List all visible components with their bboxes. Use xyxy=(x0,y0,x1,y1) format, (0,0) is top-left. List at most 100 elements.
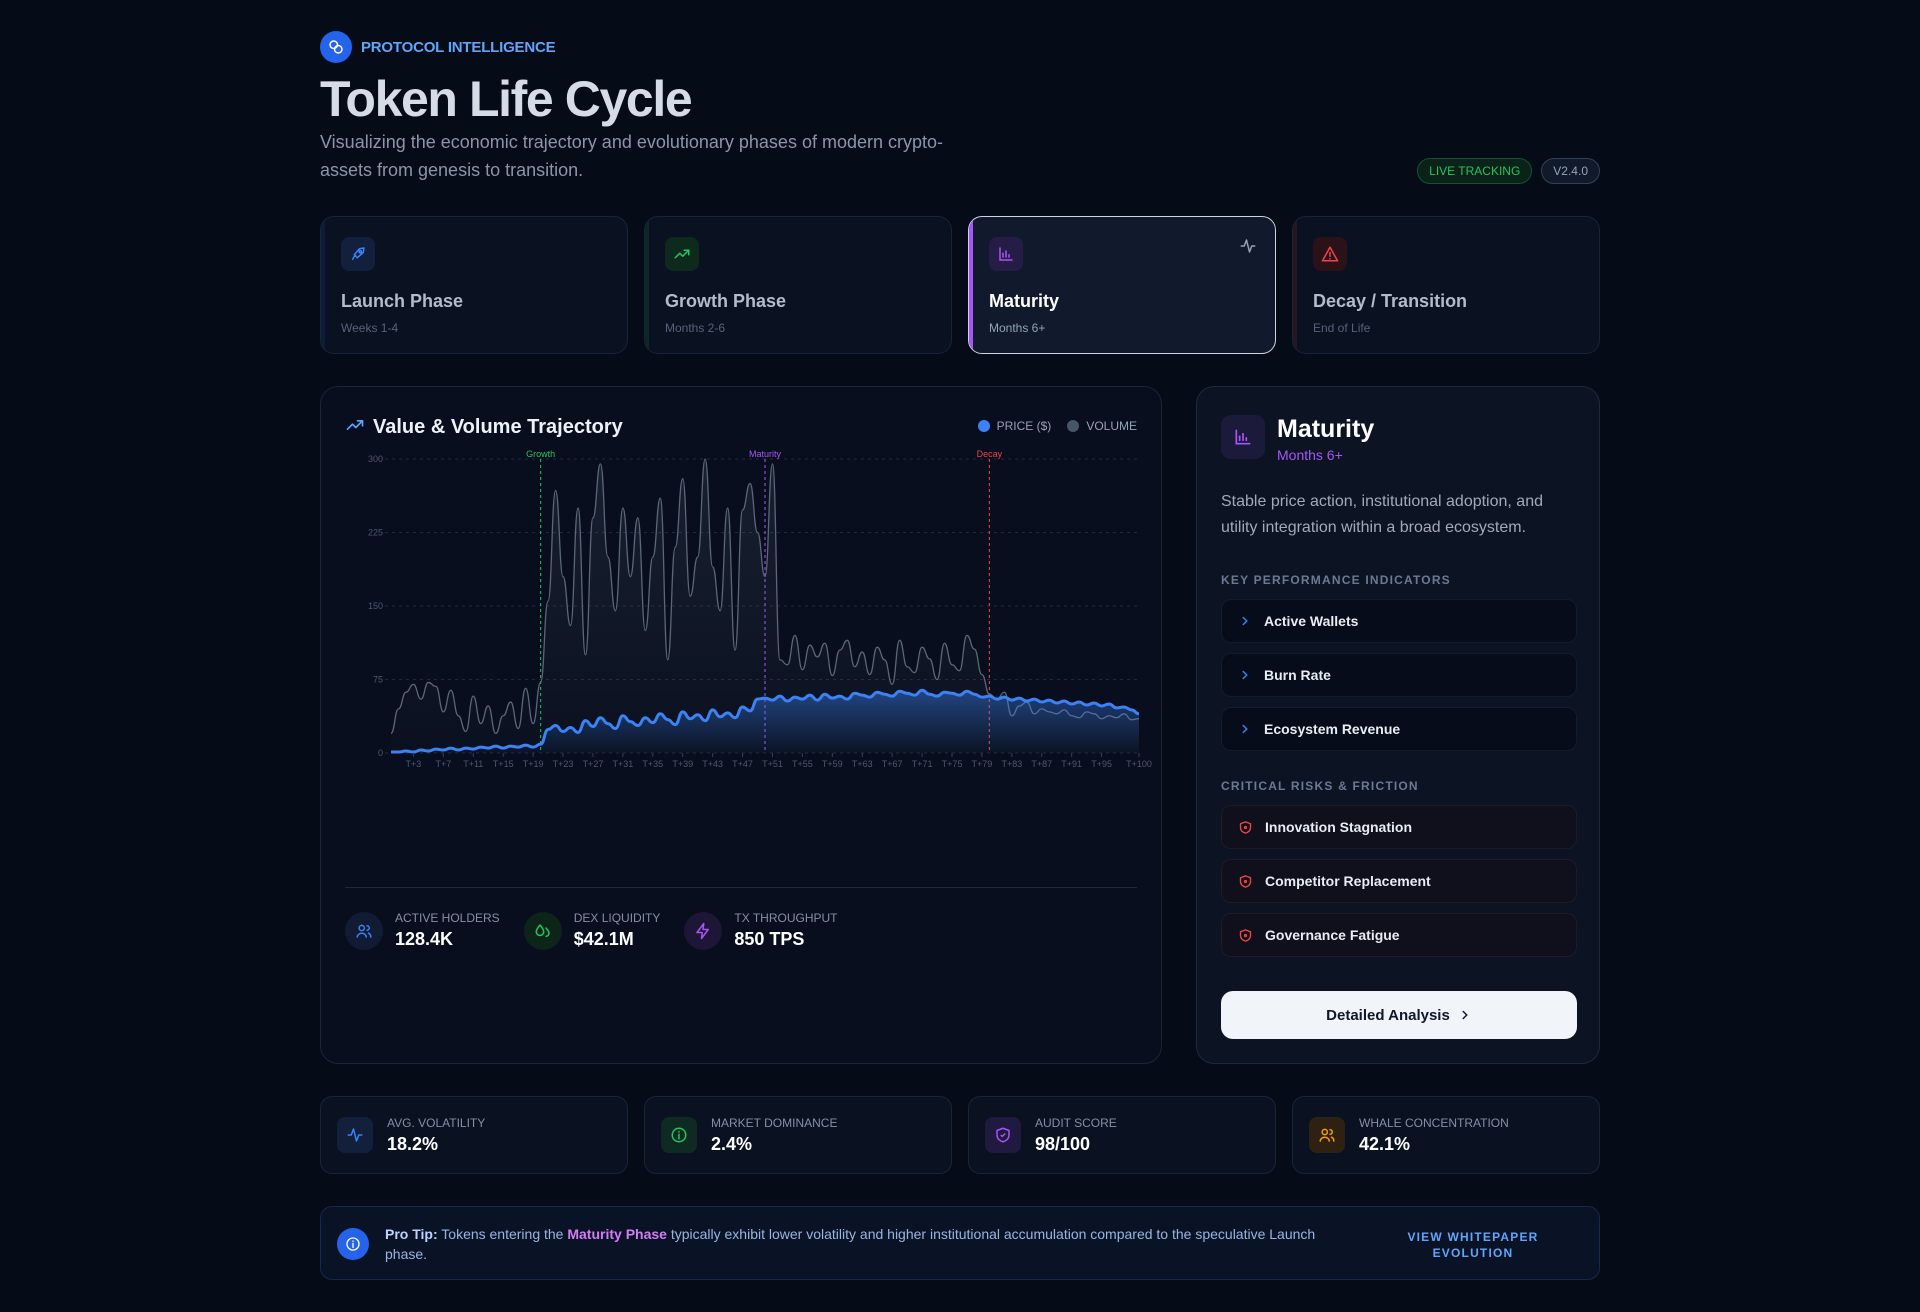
x-tick-label: T+91 xyxy=(1061,759,1082,769)
kpi-label: Active Wallets xyxy=(1264,613,1359,629)
metric-whale-concentration: WHALE CONCENTRATION 42.1% xyxy=(1292,1096,1600,1174)
x-tick-label: T+11 xyxy=(463,759,483,769)
x-tick-label: T+27 xyxy=(583,759,604,769)
pro-tip-highlight: Maturity Phase xyxy=(567,1226,667,1242)
info-circle-icon xyxy=(337,1228,369,1260)
volume-area xyxy=(391,459,1139,753)
risk-section-label: CRITICAL RISKS & FRICTION xyxy=(1221,779,1419,793)
phase-card-growth[interactable]: Growth Phase Months 2-6 xyxy=(644,216,952,354)
phase-duration: Months 2-6 xyxy=(665,321,726,335)
droplets-icon xyxy=(523,911,562,950)
shield-icon xyxy=(1239,928,1252,942)
x-tick-label: T+19 xyxy=(523,759,544,769)
kpi-list: Active Wallets Burn Rate Ecosystem Reven… xyxy=(1221,599,1577,751)
kpi-item-ecosystem-revenue[interactable]: Ecosystem Revenue xyxy=(1221,707,1577,751)
trajectory-chart-card: Value & Volume Trajectory PRICE ($) VOLU… xyxy=(320,386,1162,1064)
y-tick-label: 75 xyxy=(373,675,383,685)
risk-item-innovation-stagnation[interactable]: Innovation Stagnation xyxy=(1221,805,1577,849)
phase-duration: Weeks 1-4 xyxy=(341,321,399,335)
x-tick-label: T+43 xyxy=(702,759,723,769)
x-tick-label: T+55 xyxy=(792,759,813,769)
chart-header: Value & Volume Trajectory xyxy=(345,415,623,440)
x-tick-label: T+31 xyxy=(612,759,633,769)
stat-active-holders: ACTIVE HOLDERS 128.4K xyxy=(345,911,500,950)
x-tick-label: T+47 xyxy=(732,759,753,769)
stat-label: TX THROUGHPUT xyxy=(734,911,838,925)
page-title: Token Life Cycle xyxy=(320,71,693,127)
panel-description: Stable price action, institutional adopt… xyxy=(1221,493,1543,536)
y-tick-label: 150 xyxy=(368,601,383,611)
detailed-analysis-button[interactable]: Detailed Analysis xyxy=(1221,991,1577,1039)
legend-price[interactable]: PRICE ($) xyxy=(977,419,1052,433)
phase-marker-label: Growth xyxy=(526,449,555,459)
phase-card-decay[interactable]: Decay / Transition End of Life xyxy=(1292,216,1600,354)
bar-chart-icon xyxy=(989,237,1023,271)
stat-label: ACTIVE HOLDERS xyxy=(395,911,500,925)
y-tick-label: 300 xyxy=(368,454,383,464)
legend-volume-label: VOLUME xyxy=(1086,419,1137,433)
phase-duration: Months 6+ xyxy=(989,321,1046,335)
x-tick-label: T+87 xyxy=(1031,759,1052,769)
brand-label: PROTOCOL INTELLIGENCE xyxy=(361,38,556,56)
x-tick-label: T+35 xyxy=(642,759,663,769)
shield-icon xyxy=(1239,820,1252,834)
pro-tip-text: Pro Tip: Tokens entering the Maturity Ph… xyxy=(385,1224,1325,1264)
legend-price-label: PRICE ($) xyxy=(996,419,1052,433)
chart-legend: PRICE ($) VOLUME xyxy=(977,419,1137,433)
chevron-right-icon xyxy=(1462,1010,1468,1020)
lightning-icon xyxy=(684,911,723,950)
chart-stats: ACTIVE HOLDERS 128.4K DEX LIQUIDITY $42.… xyxy=(345,911,838,950)
metric-audit-score: AUDIT SCORE 98/100 xyxy=(968,1096,1276,1174)
metric-label: AUDIT SCORE xyxy=(1035,1115,1117,1130)
price-series-line xyxy=(391,688,1140,754)
stat-dex-liquidity: DEX LIQUIDITY $42.1M xyxy=(523,911,660,950)
chevron-right-icon xyxy=(1242,724,1248,734)
phase-card-launch[interactable]: Launch Phase Weeks 1-4 xyxy=(320,216,628,354)
metric-label: WHALE CONCENTRATION xyxy=(1359,1115,1509,1130)
risk-item-governance-fatigue[interactable]: Governance Fatigue xyxy=(1221,913,1577,957)
risk-label: Governance Fatigue xyxy=(1265,927,1400,943)
rocket-icon xyxy=(341,237,375,271)
chevron-right-icon xyxy=(1242,670,1248,680)
coins-icon xyxy=(320,31,352,63)
metric-label: MARKET DOMINANCE xyxy=(711,1115,838,1130)
view-whitepaper-link[interactable]: VIEW WHITEPAPER EVOLUTION xyxy=(1407,1230,1539,1260)
status-badges: LIVE TRACKING V2.4.0 xyxy=(1417,158,1600,184)
chart-title: Value & Volume Trajectory xyxy=(373,416,623,438)
phase-name: Launch Phase xyxy=(341,291,464,311)
x-tick-label: T+71 xyxy=(912,759,933,769)
users-icon xyxy=(345,911,383,950)
phase-card-maturity[interactable]: Maturity Months 6+ xyxy=(968,216,1276,354)
kpi-item-burn-rate[interactable]: Burn Rate xyxy=(1221,653,1577,697)
x-tick-label: T+59 xyxy=(822,759,843,769)
brand: PROTOCOL INTELLIGENCE xyxy=(320,31,556,63)
phase-marker-label: Maturity xyxy=(749,449,782,459)
risk-label: Innovation Stagnation xyxy=(1265,819,1412,835)
users-icon xyxy=(1309,1117,1345,1153)
stat-value: $42.1M xyxy=(573,929,634,949)
risk-item-competitor-replacement[interactable]: Competitor Replacement xyxy=(1221,859,1577,903)
activity-icon xyxy=(337,1117,373,1153)
metric-label: AVG. VOLATILITY xyxy=(387,1115,486,1130)
x-tick-label: T+83 xyxy=(1001,759,1022,769)
kpi-item-active-wallets[interactable]: Active Wallets xyxy=(1221,599,1577,643)
x-tick-label: T+23 xyxy=(553,759,574,769)
shield-icon xyxy=(985,1117,1021,1153)
risk-list: Innovation Stagnation Competitor Replace… xyxy=(1221,805,1577,957)
trajectory-chart: 0 75 150 225 300 Growth Maturity Decay T+3 T+7 T… xyxy=(368,449,1152,769)
phase-name: Growth Phase xyxy=(665,291,787,311)
metric-value: 42.1% xyxy=(1359,1133,1411,1154)
phase-marker-label: Decay xyxy=(977,449,1003,459)
pro-tip-body-1: Tokens entering the xyxy=(437,1226,568,1242)
x-tick-label: T+79 xyxy=(972,759,993,769)
x-tick-label: T+3 xyxy=(406,759,422,769)
metric-value: 2.4% xyxy=(711,1133,753,1154)
version-badge: V2.4.0 xyxy=(1541,158,1600,184)
phase-selector: Launch Phase Weeks 1-4 Growth Phase Mont… xyxy=(320,216,1600,354)
phase-name: Decay / Transition xyxy=(1313,291,1468,311)
cta-label: Detailed Analysis xyxy=(1326,1006,1450,1024)
panel-title: Maturity xyxy=(1277,415,1375,443)
pro-tip-banner: Pro Tip: Tokens entering the Maturity Ph… xyxy=(320,1206,1600,1280)
legend-volume[interactable]: VOLUME xyxy=(1067,419,1137,433)
x-tick-label: T+95 xyxy=(1091,759,1112,769)
